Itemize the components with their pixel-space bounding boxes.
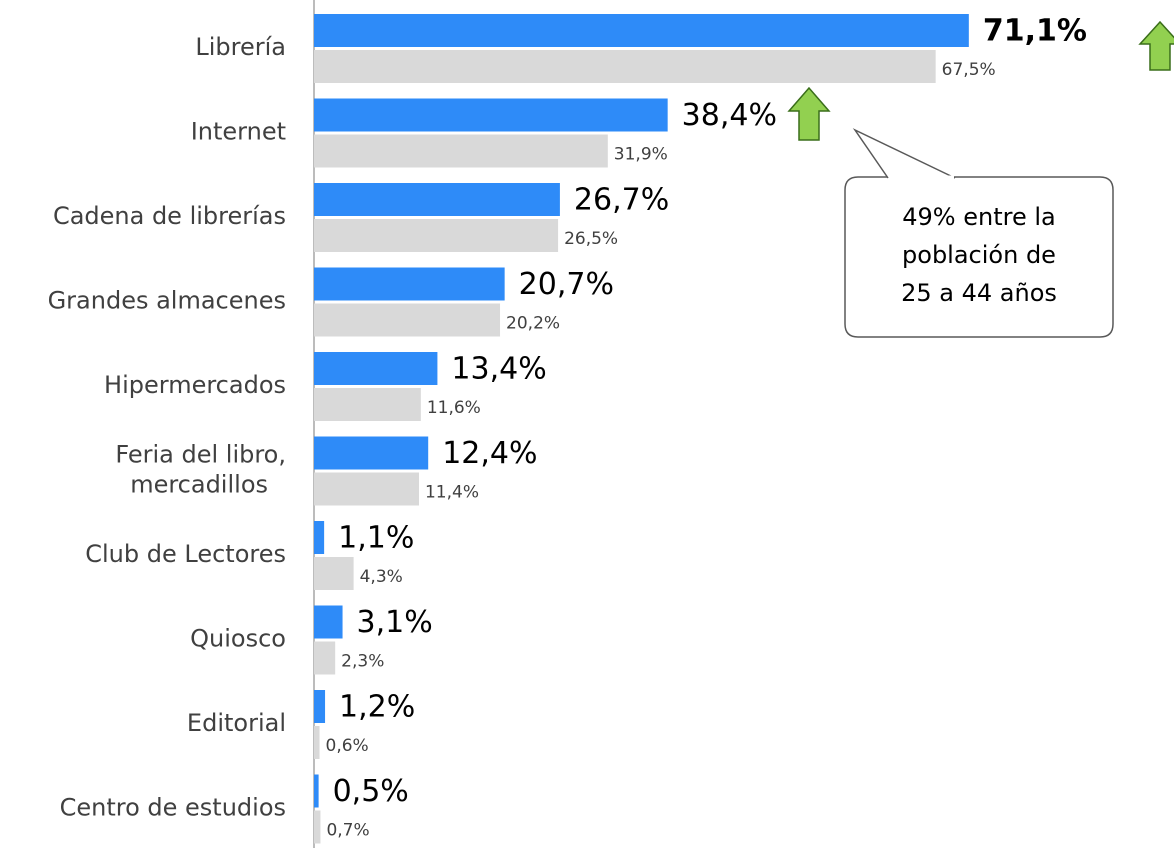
- bar: [314, 267, 505, 301]
- annotation: 49% entre la población de 25 a 44 años: [901, 203, 1057, 307]
- category-label: Club de Lectores: [85, 540, 286, 568]
- bar: [314, 98, 668, 132]
- bar: [314, 521, 325, 554]
- annotation-text: población de: [902, 241, 1056, 269]
- bar: [314, 183, 560, 216]
- up-arrow: [787, 86, 831, 141]
- value-label: 20,2%: [506, 314, 560, 334]
- value-label: 13,4%: [451, 352, 546, 387]
- value-label: 2,3%: [341, 652, 384, 672]
- bar: [314, 50, 936, 83]
- bar: [314, 690, 326, 723]
- value-label: 3,1%: [357, 605, 433, 640]
- callout-box: [844, 176, 1114, 338]
- category-label: Centro de estudios: [60, 794, 286, 822]
- value-label: 1,1%: [338, 521, 414, 556]
- value-label: 4,3%: [360, 567, 403, 587]
- category-label: Quiosco: [190, 625, 286, 653]
- up-arrow: [1138, 20, 1174, 71]
- bar: [314, 605, 343, 639]
- category-label: Editorial: [187, 709, 286, 737]
- callout-pointer: [852, 128, 956, 179]
- value-label: 26,5%: [564, 229, 618, 249]
- annotation-text: 49% entre la: [902, 203, 1055, 231]
- category-label: Librería: [195, 33, 286, 61]
- value-label: 11,4%: [425, 483, 479, 503]
- value-label: 20,7%: [519, 267, 614, 302]
- bar: [314, 774, 319, 808]
- bar: [314, 472, 419, 506]
- bar: [314, 14, 969, 47]
- bar: [314, 726, 320, 759]
- bar: [314, 641, 336, 675]
- category-label: Grandes almacenes: [48, 287, 286, 315]
- category-label: Feria del libro, mercadillos: [115, 441, 286, 499]
- value-label: 0,5%: [333, 774, 409, 809]
- value-label: 1,2%: [339, 690, 415, 725]
- category-label: Internet: [191, 118, 286, 146]
- value-label: 26,7%: [574, 183, 669, 218]
- bar: [314, 557, 354, 590]
- value-label: 0,6%: [326, 736, 369, 756]
- value-label: 38,4%: [682, 98, 777, 133]
- category-label: Hipermercados: [104, 371, 286, 399]
- bar: [314, 219, 559, 252]
- bar: [314, 134, 608, 168]
- bar: [314, 810, 321, 844]
- value-label: 11,6%: [427, 398, 481, 418]
- value-label: 71,1%: [983, 14, 1087, 49]
- value-label: 0,7%: [326, 821, 369, 841]
- value-label: 12,4%: [442, 436, 537, 471]
- bar: [314, 352, 438, 385]
- category-label: Cadena de librerías: [53, 202, 286, 230]
- value-label: 67,5%: [942, 60, 996, 80]
- value-label: 31,9%: [614, 145, 668, 165]
- bar: [314, 436, 429, 470]
- bar: [314, 388, 421, 421]
- bar: [314, 303, 501, 337]
- annotation-text: 25 a 44 años: [901, 279, 1057, 307]
